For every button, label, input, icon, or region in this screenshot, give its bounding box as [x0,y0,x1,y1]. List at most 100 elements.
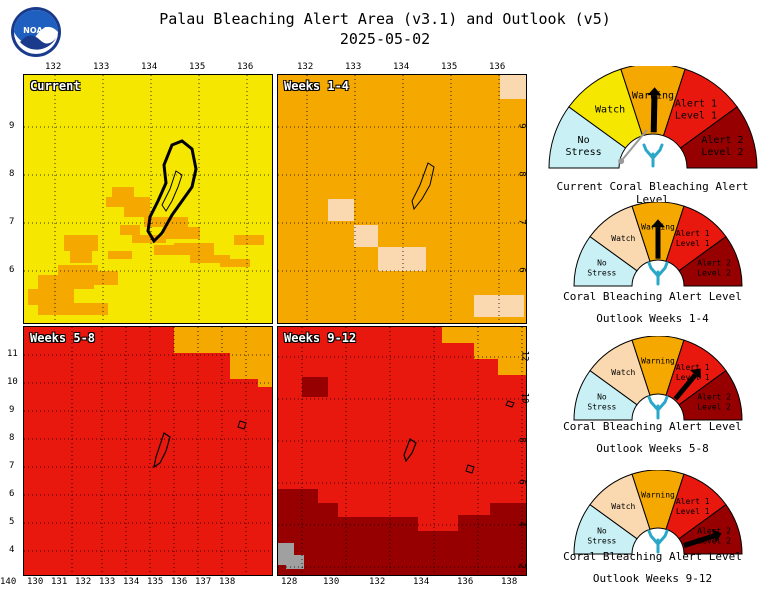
alert-cell [108,251,132,259]
tick-label: 4 [516,521,527,527]
alert-cell [144,217,188,227]
tick-label: 10 [519,392,530,404]
tick-label: 6 [516,267,527,273]
gauge-caption: Coral Bleaching Alert Level [563,290,742,303]
tick-label: 138 [219,577,236,587]
palau-island [505,400,515,408]
gauge-label: Level 1 [676,507,710,516]
tick-label: 2 [516,563,527,569]
tick-label: 8 [9,169,15,179]
alert-cell [164,227,200,239]
alert-cell [174,243,214,255]
coral-icon [647,529,669,554]
alert-cell [442,327,526,343]
tick-label: 6 [516,479,527,485]
gauge-label: Alert 2 [701,135,743,146]
alert-cell [220,259,250,267]
alert-cell [120,225,140,235]
map-weeks-9-12: Weeks 9-12 [277,326,527,576]
gauge-label: Warning [641,357,675,366]
alert-cell [94,271,118,285]
map-canvas [24,327,272,575]
alert-cell [234,235,264,245]
gauge-label: Level 1 [675,110,717,121]
gauge-label: Alert 2 [697,258,731,267]
map-current: Current [23,74,273,324]
tick-label: 130 [27,577,44,587]
map-background [278,75,526,323]
palau-island [465,464,475,474]
gauge-label: Level 2 [697,402,731,411]
page-title: Palau Bleaching Alert Area (v3.1) and Ou… [159,10,611,28]
tick-label: 136 [489,62,506,72]
tick-label: 134 [123,577,140,587]
gauge-needle [683,533,715,548]
gauge-label: Alert 1 [676,497,710,506]
palau-island [161,170,183,212]
alert-cell [106,197,150,207]
gauge-label: Alert 2 [697,392,731,401]
alert-cell [500,75,526,99]
tick-label: 9 [9,405,15,415]
land [286,555,304,569]
alert-cell [190,255,230,263]
gauge-caption-period: Outlook Weeks 9-12 [592,572,713,585]
tick-label: 6 [9,489,15,499]
gauge-caption: Coral Bleaching Alert Level [563,420,742,433]
tick-label: 8 [516,437,527,443]
tick-label: 5 [9,517,15,527]
coral-icon [647,395,669,420]
alert-cell [490,503,526,515]
gauge-needle [673,373,698,401]
alert-cell [302,377,328,397]
gauge-segment-no_stress [573,503,638,555]
alert-cell [498,359,526,375]
map-weeks-1-4: Weeks 1-4 [277,74,527,324]
tick-label: 11 [7,349,18,359]
alert-cell [474,295,524,317]
tick-label: 8 [516,171,527,177]
map-weeks-5-8: Weeks 5-8 [23,326,273,576]
tick-label: 7 [516,219,527,225]
alert-cell [64,235,98,251]
tick-label: 7 [9,461,15,471]
tick-label: 136 [457,577,474,587]
tick-label: 8 [9,433,15,443]
gauge-label: Warning [641,491,675,500]
alert-cell [354,225,378,247]
alert-cell [70,251,92,263]
tick-label: 136 [171,577,188,587]
alert-cell [174,327,272,353]
coral-icon [647,261,669,286]
noaa-logo: NOAA [11,7,61,57]
gauge-label: Level 2 [697,268,731,277]
gauge-segment-watch [589,473,651,540]
gauge-segment-watch [568,68,644,149]
gauge-needle-head [651,219,665,228]
gauge-label: No [597,258,607,267]
gauge-segment-warning [631,470,685,530]
gauge-segment-watch [589,339,651,406]
alert-cell [38,275,94,289]
alert-cell [154,245,178,255]
tick-label: 135 [147,577,164,587]
tick-label: 12 [519,350,530,362]
gauge-label: No [578,135,590,146]
gauge-segment-alert1 [665,205,727,272]
gauge-label: No [597,392,607,401]
gauge-segment-watch [589,205,651,272]
gauge-label: No [597,526,607,535]
tick-label: 9 [9,121,15,131]
gauge-label: Alert 1 [676,229,710,238]
alert-cell [132,235,166,243]
alert-cell [112,187,134,197]
gauge-label: Stress [566,147,602,158]
alert-cell [38,303,108,315]
gauge-label: Level 2 [697,536,731,545]
gauge-needle [650,95,658,133]
gauge-segment-warning [631,336,685,396]
alert-cell [318,503,338,575]
tick-label: 133 [345,62,362,72]
tick-label: 133 [93,62,110,72]
